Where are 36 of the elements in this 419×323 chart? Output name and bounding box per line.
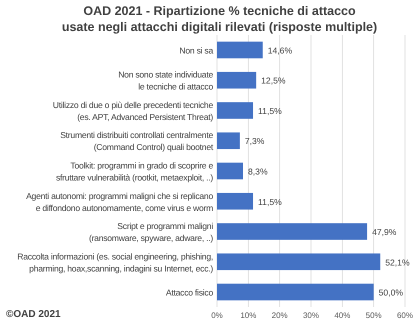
bar xyxy=(217,253,380,270)
x-tick-label: 0% xyxy=(211,311,223,320)
y-tick-label: Attacco fisico xyxy=(166,288,214,298)
y-tick-label: Non si sa xyxy=(179,45,214,56)
data-label: 11,5% xyxy=(258,196,282,207)
y-tick-label: Non sono state individuate le tecniche di attacco xyxy=(118,70,214,92)
data-label: 50,0% xyxy=(378,288,404,298)
y-tick-label: Strumenti distribuiti controllati centralmente (Command Control) quali bootnet xyxy=(60,130,214,152)
bar xyxy=(217,132,240,150)
x-tick-label: 60% xyxy=(396,311,414,320)
y-tick-label: Raccolta informazioni (es. social engineering, phishing, pharming, hoax,scanning, indagini su Internet, ecc.) xyxy=(17,251,214,274)
data-label: 8,3% xyxy=(248,166,268,176)
x-tick-label: 20% xyxy=(272,311,288,320)
data-label: 7,3% xyxy=(244,136,265,146)
bar xyxy=(217,162,244,180)
x-tick-label: 30% xyxy=(302,311,320,320)
bar xyxy=(217,284,374,300)
x-tick-label: 10% xyxy=(240,311,256,320)
x-tick-label: 40% xyxy=(334,311,350,320)
bar xyxy=(217,192,254,210)
x-tick-label: 50% xyxy=(366,311,382,320)
data-label: 12,5% xyxy=(261,76,286,86)
y-tick-label: Toolkit: programmi in grado di scoprire e sfruttare vulnerabilità (rootkit, metaexploit, ..) xyxy=(56,160,214,182)
data-label: 14,6% xyxy=(268,45,292,56)
data-label: 47,9% xyxy=(372,227,397,238)
data-label: 52,1% xyxy=(385,257,410,268)
y-tick-label: Utilizzo di due o più delle precedenti tecniche (es. APT, Advanced Persistent Threat) xyxy=(52,100,214,122)
chart-title: OAD 2021 - Ripartizione % tecniche di attacco usate negli attacchi digitali rilevati (risposte multiple) xyxy=(62,4,378,34)
bar xyxy=(217,223,368,240)
y-tick-label: Script e programmi maligni (ransomware, spyware, adware, ..) xyxy=(88,221,214,244)
y-tick-label: Agenti autonomi: programmi maligni che si replicano e diffondono autonomamente, come virus e worm xyxy=(26,190,214,213)
bar xyxy=(217,42,263,58)
bar xyxy=(217,72,256,89)
data-label: 11,5% xyxy=(258,106,282,116)
text: ©OAD 2021 xyxy=(6,309,62,320)
bar xyxy=(217,102,254,119)
